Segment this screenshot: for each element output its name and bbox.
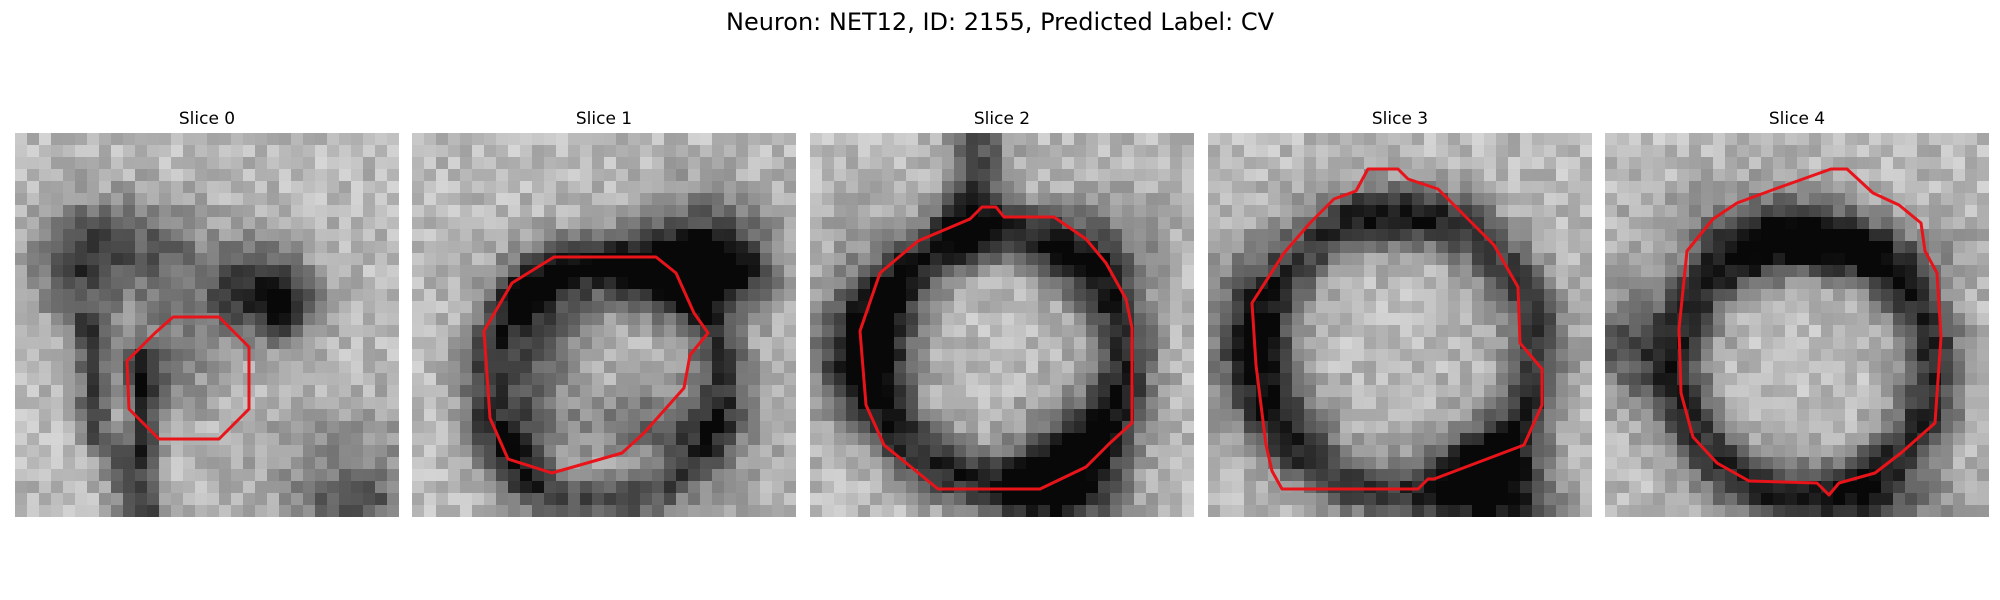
pixel-grid [15, 133, 399, 517]
slice-title-2: Slice 2 [973, 109, 1031, 129]
segmentation-contour [482, 255, 710, 475]
slice-panel-1: Slice 1 [412, 108, 796, 517]
figure-title: Neuron: NET12, ID: 2155, Predicted Label… [726, 8, 1274, 36]
slice-title-3: Slice 3 [1371, 109, 1429, 129]
pixel-grid [1605, 133, 1989, 517]
slice-title-4: Slice 4 [1768, 109, 1826, 129]
slice-image-1 [412, 133, 796, 517]
slice-image-2 [810, 133, 1194, 517]
segmentation-contour [1677, 167, 1943, 497]
slice-panel-0: Slice 0 [15, 108, 399, 517]
pixel-grid [412, 133, 796, 517]
slice-title-0: Slice 0 [178, 109, 236, 129]
slice-image-4 [1605, 133, 1989, 517]
slice-image-0 [15, 133, 399, 517]
slice-panel-4: Slice 4 [1605, 108, 1989, 517]
segmentation-contour [125, 315, 251, 441]
slice-panel-2: Slice 2 [810, 108, 1194, 517]
segmentation-contour [858, 205, 1134, 491]
slice-title-1: Slice 1 [575, 109, 633, 129]
slice-panel-3: Slice 3 [1208, 108, 1592, 517]
pixel-grid [1208, 133, 1592, 517]
pixel-grid [810, 133, 1194, 517]
segmentation-contour [1250, 167, 1544, 491]
slice-image-3 [1208, 133, 1592, 517]
